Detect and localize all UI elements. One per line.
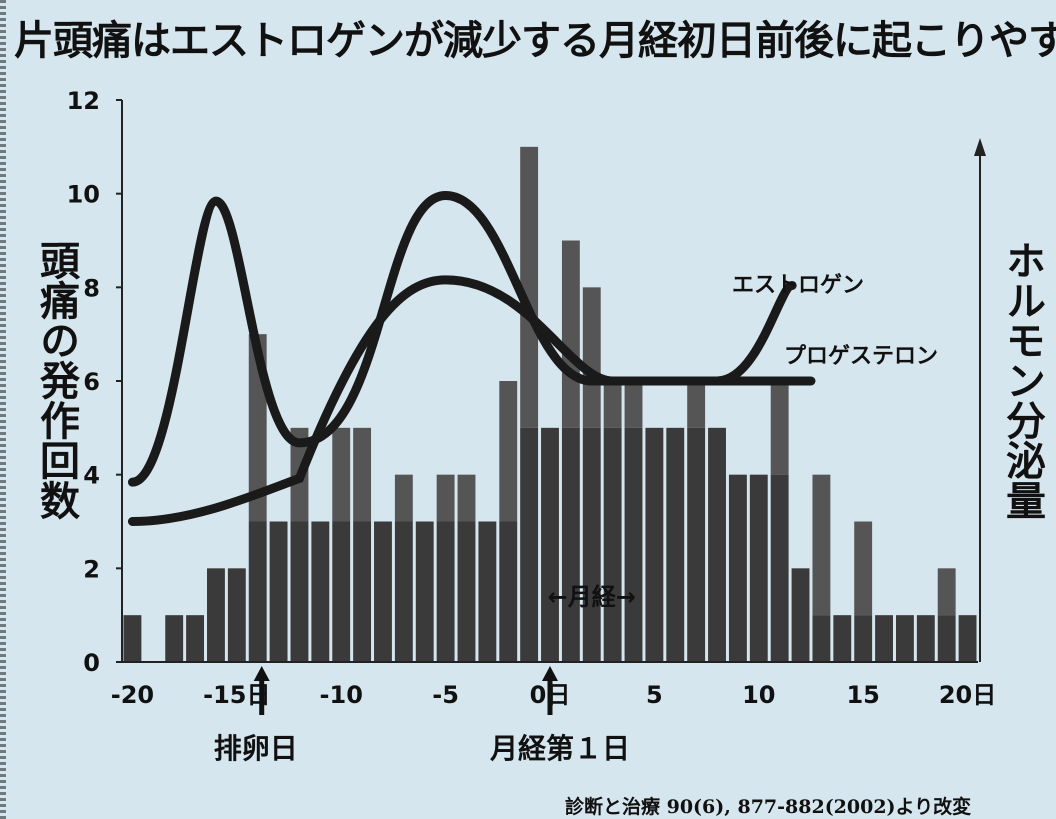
bar-lower [708,427,726,662]
bar-lower [290,521,309,662]
bar-lower [457,521,476,662]
bar-upper [520,146,539,428]
bar-lower [687,427,706,662]
bar-lower [520,427,539,662]
bar-lower [415,521,434,662]
bar-lower [165,615,184,662]
bar-lower [937,615,956,662]
estrogen-label: エストロゲン [732,273,864,298]
bar-lower [624,427,643,662]
bar-lower [728,474,747,662]
bar-upper [561,240,580,428]
y-tick-label: 0 [83,649,100,677]
x-tick-label: 15 [846,681,879,709]
bar-lower [207,568,225,662]
source-citation: 診断と治療 90(6), 877-882(2002)より改変 [565,796,972,818]
day1-label: 月経第１日 [489,732,630,765]
bar-lower [499,521,518,662]
hormone-curves [127,191,816,526]
y2-axis-arrow [974,138,986,156]
y-tick-label: 6 [83,368,100,396]
bar-upper [457,474,476,522]
bar-lower [854,615,873,662]
bar-lower [123,615,142,662]
bar-upper [353,427,372,522]
bar-lower [582,427,601,662]
bar-lower [227,568,246,662]
bar-upper [770,381,789,475]
bar-upper [394,474,413,522]
bar-lower [770,474,789,662]
bar-lower [353,521,372,662]
page-border [0,0,6,819]
day1-arrowhead [542,666,558,681]
x-tick-label: -5 [432,681,459,709]
bar-lower [186,615,205,662]
bar-lower [603,427,622,662]
bar-lower [645,427,664,662]
y-tick-label: 4 [83,462,100,490]
bar-lower [436,521,455,662]
bar-upper [436,474,455,522]
bar-upper [812,474,831,616]
x-tick-label: -20 [111,681,154,709]
bar-lower [248,521,267,662]
y-tick-label: 12 [67,87,100,115]
bar-lower [269,521,288,662]
bar-upper [937,568,956,616]
bar-lower [478,521,497,662]
y-axis-title: 頭痛の発作回数 [33,240,79,520]
bar-lower [561,427,580,662]
bar-lower [311,521,330,662]
bar-lower [749,474,768,662]
y-tick-label: 2 [83,555,100,583]
bar-upper [332,427,351,522]
bar-upper [624,381,643,428]
ovulation-label: 排卵日 [214,732,298,765]
bar-lower [812,615,831,662]
bar-lower [958,615,977,662]
x-tick-label: 20日 [939,681,996,709]
menstruation-label: ←月経→ [548,583,636,611]
bar-upper [854,521,873,616]
bar-lower [541,427,559,662]
y2-axis-title: ホルモン分泌量 [999,240,1045,520]
bar-lower [875,615,893,662]
bar-upper [499,381,518,522]
bar-lower [332,521,351,662]
y-tick-label: 10 [67,181,100,209]
bar-lower [833,615,852,662]
x-tick-label: -10 [320,681,363,709]
bar-lower [895,615,914,662]
progesterone-label: プロゲステロン [784,344,938,369]
bar-lower [374,521,392,662]
chart-labels: 024681012-20-15日-10-50日5101520日エストロゲンプロゲ… [67,87,997,765]
y-tick-label: 8 [83,274,100,302]
x-tick-label: 10 [742,681,775,709]
bar-upper [603,381,622,428]
chart-title: 片頭痛はエストロゲンが減少する月経初日前後に起こりやすい [14,18,1056,64]
axes [116,99,986,663]
bar-lower [916,615,935,662]
progesterone-curve [127,275,816,526]
bar-upper [582,287,601,428]
bar-lower [394,521,413,662]
ovulation-arrowhead [253,666,270,681]
bar-lower [791,568,810,662]
bar-upper [687,381,706,428]
bar-lower [666,427,685,662]
x-tick-label: 5 [646,681,663,709]
